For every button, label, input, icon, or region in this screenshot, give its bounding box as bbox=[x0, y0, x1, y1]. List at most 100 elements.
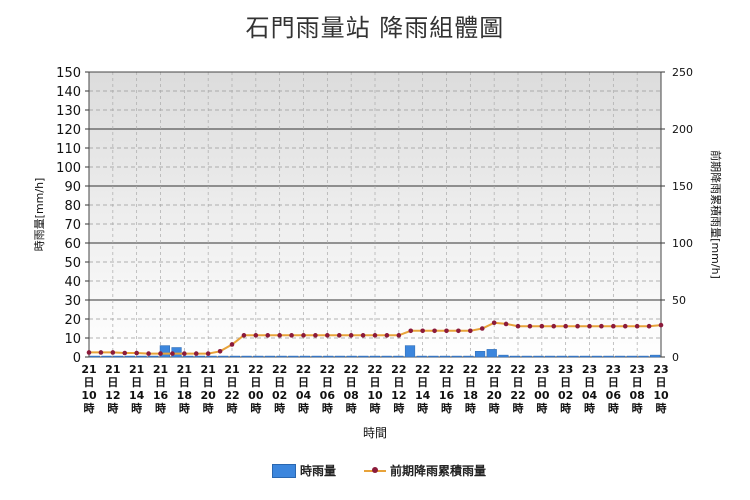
x-tick-label: 時 bbox=[536, 401, 547, 415]
x-tick-label: 20 bbox=[201, 389, 217, 402]
rain-bar bbox=[113, 355, 124, 358]
x-tick-label: 日 bbox=[513, 376, 524, 389]
rain-bar bbox=[159, 345, 170, 358]
x-tick-label: 08 bbox=[630, 389, 645, 402]
cumulative-point bbox=[265, 333, 271, 338]
y-right-tick-label: 100 bbox=[672, 237, 693, 250]
x-tick-label: 08 bbox=[344, 389, 359, 402]
cumulative-point bbox=[432, 328, 437, 334]
x-tick-label: 時 bbox=[155, 401, 166, 415]
cumulative-point bbox=[289, 333, 294, 338]
rain-bar bbox=[288, 355, 299, 358]
y-left-tick-label: 90 bbox=[64, 180, 81, 195]
x-tick-label: 18 bbox=[463, 389, 478, 402]
rain-bar bbox=[638, 355, 649, 358]
x-tick-label: 時 bbox=[346, 401, 357, 415]
x-tick-label: 時 bbox=[417, 401, 428, 415]
rain-bar bbox=[533, 355, 544, 358]
cumulative-point bbox=[158, 351, 163, 356]
rain-bar bbox=[89, 355, 100, 358]
x-tick-label: 20 bbox=[487, 389, 503, 402]
rain-bar bbox=[264, 355, 276, 358]
x-tick-label: 日 bbox=[179, 376, 190, 389]
x-tick-label: 21 bbox=[153, 363, 168, 376]
cumulative-point bbox=[182, 351, 187, 356]
y-left-tick-label: 60 bbox=[64, 237, 81, 252]
x-tick-label: 時 bbox=[274, 401, 285, 415]
legend-bar-label: 時雨量 bbox=[300, 464, 337, 478]
x-tick-label: 日 bbox=[250, 376, 261, 389]
cumulative-point bbox=[456, 328, 461, 334]
x-tick-label: 日 bbox=[346, 376, 357, 389]
cumulative-point bbox=[539, 323, 545, 329]
rain-bar bbox=[393, 355, 404, 358]
x-tick-label: 22 bbox=[510, 389, 525, 402]
rain-bar bbox=[463, 355, 474, 358]
rain-bar bbox=[521, 355, 532, 358]
y-right-axis-label: 前期降雨累積雨量[mm/h] bbox=[709, 150, 723, 279]
cumulative-point bbox=[384, 333, 390, 338]
y-left-axis-label: 時雨量[mm/h] bbox=[33, 178, 46, 252]
x-tick-label: 02 bbox=[558, 389, 573, 402]
cumulative-point bbox=[205, 351, 211, 356]
cumulative-point bbox=[98, 350, 104, 355]
y-right-tick-label: 50 bbox=[672, 294, 686, 307]
y-right-tick-label: 250 bbox=[672, 66, 693, 79]
x-tick-label: 22 bbox=[344, 363, 359, 376]
cumulative-point bbox=[408, 328, 414, 334]
rain-bar bbox=[603, 355, 614, 358]
cumulative-point bbox=[658, 322, 664, 328]
x-tick-label: 日 bbox=[155, 376, 166, 389]
rain-bar bbox=[183, 355, 194, 358]
cumulative-point bbox=[503, 321, 509, 327]
y-left-tick-label: 140 bbox=[56, 85, 81, 100]
x-tick-label: 00 bbox=[534, 389, 550, 402]
x-tick-label: 14 bbox=[415, 389, 431, 402]
x-tick-label: 22 bbox=[415, 363, 430, 376]
x-tick-label: 10 bbox=[367, 389, 383, 402]
x-tick-label: 22 bbox=[296, 363, 311, 376]
x-tick-label: 12 bbox=[105, 389, 120, 402]
cumulative-point bbox=[599, 323, 604, 329]
x-tick-label: 時 bbox=[584, 401, 595, 415]
y-left-tick-label: 130 bbox=[56, 104, 81, 119]
cumulative-point bbox=[611, 323, 616, 329]
cumulative-point bbox=[622, 323, 628, 329]
x-tick-label: 日 bbox=[370, 376, 381, 389]
y-left-tick-label: 40 bbox=[64, 275, 81, 290]
cumulative-point bbox=[217, 349, 223, 354]
x-tick-label: 日 bbox=[632, 376, 643, 389]
rain-bar bbox=[136, 355, 147, 358]
x-tick-label: 21 bbox=[201, 363, 216, 376]
rain-bar bbox=[615, 355, 626, 358]
x-tick-label: 22 bbox=[224, 389, 239, 402]
cumulative-point bbox=[551, 323, 557, 329]
x-tick-label: 時 bbox=[298, 401, 309, 415]
x-tick-label: 日 bbox=[489, 376, 500, 389]
x-tick-label: 日 bbox=[441, 376, 452, 389]
legend-line-label: 前期降雨累積雨量 bbox=[390, 464, 487, 478]
x-tick-label: 16 bbox=[439, 389, 455, 402]
rain-bar bbox=[124, 355, 135, 358]
cumulative-point bbox=[313, 333, 318, 338]
x-tick-label: 時 bbox=[322, 401, 333, 415]
rain-bar bbox=[428, 355, 439, 358]
legend: 時雨量 前期降雨累積雨量 bbox=[272, 462, 486, 479]
x-tick-label: 21 bbox=[105, 363, 120, 376]
cumulative-point bbox=[527, 323, 533, 329]
x-tick-label: 14 bbox=[129, 389, 145, 402]
x-tick-label: 22 bbox=[463, 363, 478, 376]
rain-bar bbox=[580, 355, 591, 358]
x-tick-label: 時 bbox=[179, 401, 190, 415]
x-tick-label: 00 bbox=[248, 389, 264, 402]
x-tick-label: 時 bbox=[560, 401, 571, 415]
rain-bar bbox=[276, 355, 287, 358]
x-tick-label: 02 bbox=[272, 389, 287, 402]
cumulative-point bbox=[86, 350, 92, 355]
rain-bar bbox=[568, 355, 579, 358]
rain-bar bbox=[101, 355, 112, 358]
cumulative-point bbox=[241, 333, 247, 338]
x-tick-label: 16 bbox=[153, 389, 169, 402]
x-tick-label: 23 bbox=[582, 363, 597, 376]
